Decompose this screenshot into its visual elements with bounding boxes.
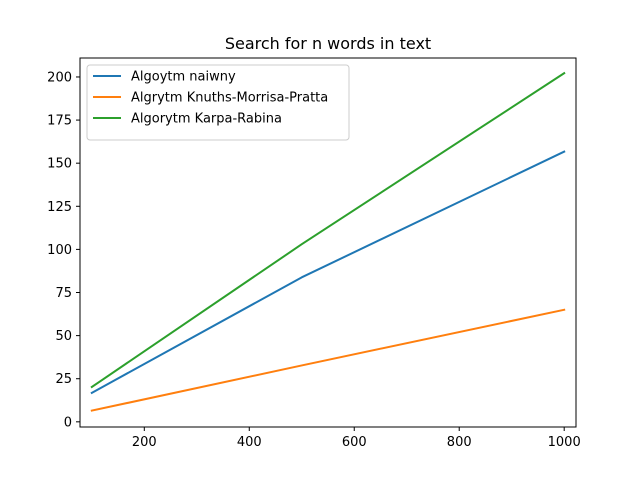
legend-box [86,64,350,141]
y-tick-label-5: 125 [47,200,72,215]
y-tick-label-7: 175 [47,114,72,129]
legend-label-0: Algoytm naiwny [131,70,236,85]
chart-title: Search for n words in text [225,34,431,53]
series-line-0 [90,150,566,395]
x-tick-label-1: 400 [237,435,262,450]
y-tick-label-3: 75 [55,286,72,301]
x-tick-label-0: 200 [132,435,157,450]
y-tick-label-8: 200 [47,70,72,85]
legend: Algoytm naiwny Algrytm Knuths-Morrisa-Pra… [86,64,350,141]
x-tick-label-2: 600 [342,435,367,450]
y-tick-label-1: 25 [55,372,72,387]
series-line-2 [90,71,566,389]
legend-label-1: Algrytm Knuths-Morrisa-Pratta [131,91,328,106]
y-tick-label-2: 50 [55,329,72,344]
series-line-1 [90,308,566,412]
plot-area: 200 400 600 800 1000 0 25 50 75 100 125 150 175 200 [47,57,581,450]
legend-label-2: Algorytm Karpa-Rabina [131,112,282,127]
y-tick-label-6: 150 [47,157,72,172]
y-tick-label-4: 100 [47,243,72,258]
axes-frame [79,57,577,428]
y-tick-label-0: 0 [64,415,72,430]
x-tick-label-4: 1000 [548,435,581,450]
x-tick-label-3: 800 [447,435,472,450]
